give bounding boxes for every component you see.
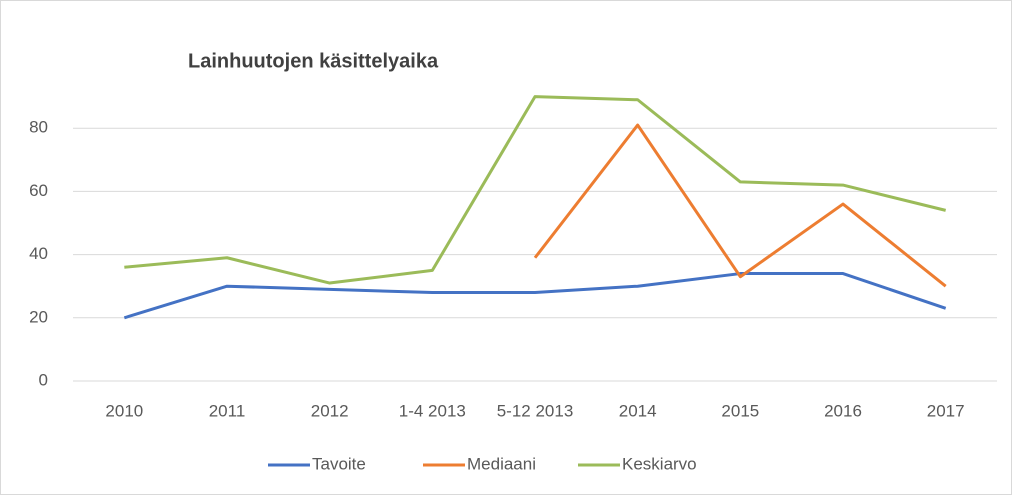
y-tick-label: 60 [29,181,48,200]
x-tick-label: 1-4 2013 [399,401,466,420]
line-series [533,123,947,288]
x-tick-label: 2015 [721,401,759,420]
legend-label: Tavoite [312,454,366,473]
x-tick-label: 2012 [311,401,349,420]
x-tick-label: 2016 [824,401,862,420]
line-series [123,272,947,320]
x-tick-label: 5-12 2013 [497,401,574,420]
legend-label: Keskiarvo [622,454,697,473]
x-tick-label: 2017 [927,401,965,420]
y-tick-label: 20 [29,307,48,326]
chart-title: Lainhuutojen käsittelyaika [188,50,439,72]
y-tick-label: 80 [29,118,48,137]
x-tick-label: 2010 [105,401,143,420]
line-series [124,95,947,285]
legend-label: Mediaani [467,454,536,473]
x-tick-label: 2014 [619,401,657,420]
y-tick-label: 40 [29,244,48,263]
y-tick-label: 0 [39,370,48,389]
x-tick-label: 2011 [209,401,246,420]
